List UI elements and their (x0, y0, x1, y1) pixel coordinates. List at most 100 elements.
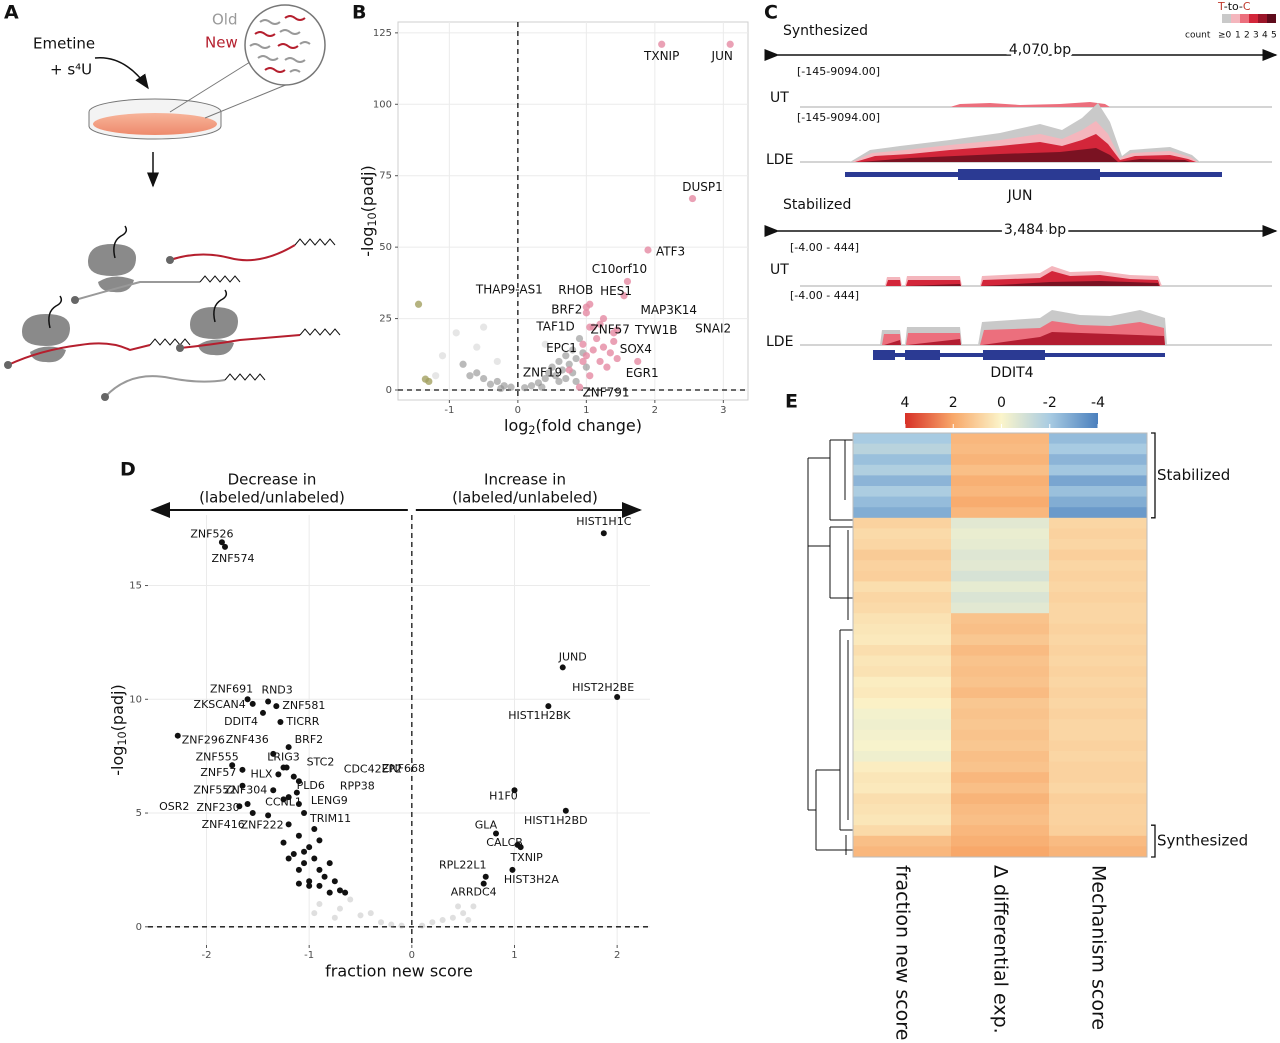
heatmap-cell (853, 719, 952, 731)
point (470, 903, 477, 910)
heatmap-cell (853, 687, 952, 699)
heatmap-cell (1049, 793, 1148, 805)
point (290, 773, 297, 780)
point-label: C10orf10 (592, 262, 647, 276)
point-label: ZNF668 (382, 762, 425, 775)
heatmap-cell (1049, 592, 1148, 604)
heatmap-cell (853, 761, 952, 773)
ribosomes (4, 225, 341, 401)
point (316, 837, 323, 844)
point (507, 383, 515, 391)
heatmap-cell (853, 729, 952, 741)
point-label: ZNF222 (241, 818, 284, 831)
heatmap-cell (1049, 751, 1148, 763)
colorbar-tick-label: -4 (1091, 395, 1105, 411)
point-label: H1F0 (489, 789, 518, 802)
heatmap-cell (1049, 698, 1148, 710)
heatmap-cell (853, 602, 952, 614)
coverage (907, 281, 1159, 286)
point (582, 309, 590, 317)
point (277, 719, 284, 726)
colorbar-tick-label: 0 (997, 395, 1006, 411)
point (326, 889, 333, 896)
y-axis-label-part: 10 (366, 212, 379, 226)
heatmap-cell (853, 814, 952, 826)
x-tick-label: 1 (583, 405, 589, 416)
heatmap-cell (853, 549, 952, 561)
heatmap-cell (951, 539, 1050, 551)
x-axis-label-part: (fold change) (536, 416, 642, 435)
point (275, 771, 282, 778)
legend-title-part: T (1217, 0, 1225, 13)
point (311, 825, 318, 832)
point-label: JUND (558, 650, 587, 663)
colorbar-tick-label: -2 (1043, 395, 1057, 411)
point-label: RPP38 (340, 780, 375, 793)
point-label: ZNF416 (202, 818, 245, 831)
point (559, 664, 566, 671)
point-label: HIST3H2A (504, 873, 559, 886)
heatmap-cell (1049, 729, 1148, 741)
point (569, 346, 577, 354)
heatmap-cell (1049, 761, 1148, 773)
heatmap-cell (951, 846, 1050, 858)
group-bracket (1151, 824, 1156, 858)
point (285, 821, 292, 828)
heatmap-cell (1049, 634, 1148, 646)
coverage (950, 102, 1110, 107)
heatmap-cell (951, 464, 1050, 476)
point (572, 354, 580, 363)
point-label: ZNF230 (196, 801, 239, 814)
heatmap-cell (1049, 528, 1148, 540)
group-label: Stabilized (1157, 466, 1230, 484)
point (634, 357, 642, 366)
point-label: TYW1B (634, 323, 677, 337)
treatment-label: Emetine (33, 35, 95, 53)
point-label: ZNF296 (182, 734, 225, 747)
point (301, 860, 308, 867)
point-label: TAF1D (535, 320, 574, 334)
y-tick-label: 0 (386, 385, 392, 396)
point-label: PLD6 (297, 779, 325, 792)
heatmap-cell (951, 708, 1050, 720)
point (572, 377, 580, 386)
y-axis-label-part: -log (108, 746, 127, 776)
point-label: ZNF552 (193, 784, 236, 797)
point (596, 357, 604, 366)
group-label: Synthesized (1157, 832, 1248, 850)
panel-c: C T-to-C count ≥0 1 2 3 4 5 Synthesized … (764, 0, 1278, 381)
legend-title: T-to-C (1217, 0, 1251, 13)
point (555, 357, 563, 366)
point-label: CCNL1 (265, 795, 302, 808)
x-tick-label: -1 (304, 950, 314, 961)
heatmap-cell (951, 549, 1050, 561)
coverage (884, 332, 1165, 345)
x-tick-label: -2 (202, 950, 212, 961)
dendrogram (807, 439, 853, 855)
point (336, 887, 343, 894)
heatmap-cell (1049, 825, 1148, 837)
point (295, 832, 302, 839)
heatmap-cell (853, 528, 952, 540)
point-label: ZKSCAN4 (194, 698, 246, 711)
point-label: ZNF555 (196, 750, 239, 763)
heatmap-cell (853, 581, 952, 593)
heatmap-cell (1049, 454, 1148, 466)
x-tick-label: 3 (720, 405, 726, 416)
heatmap-cell (951, 729, 1050, 741)
heatmap-border (852, 432, 1148, 858)
point (280, 796, 287, 803)
x-tick-label: 2 (614, 950, 620, 961)
heatmap-cell (1049, 846, 1148, 858)
point (473, 369, 481, 377)
heatmap-cell (1049, 464, 1148, 476)
point-label: TXNIP (643, 49, 679, 63)
zoom-line (204, 83, 289, 119)
point (331, 878, 338, 885)
heatmap-cell (853, 454, 952, 466)
point-label: BRF2 (551, 302, 582, 316)
heatmap-cell (951, 496, 1050, 508)
point (239, 766, 246, 773)
point-label: RPL22L1 (439, 859, 487, 872)
y-tick-label: 100 (373, 99, 392, 110)
